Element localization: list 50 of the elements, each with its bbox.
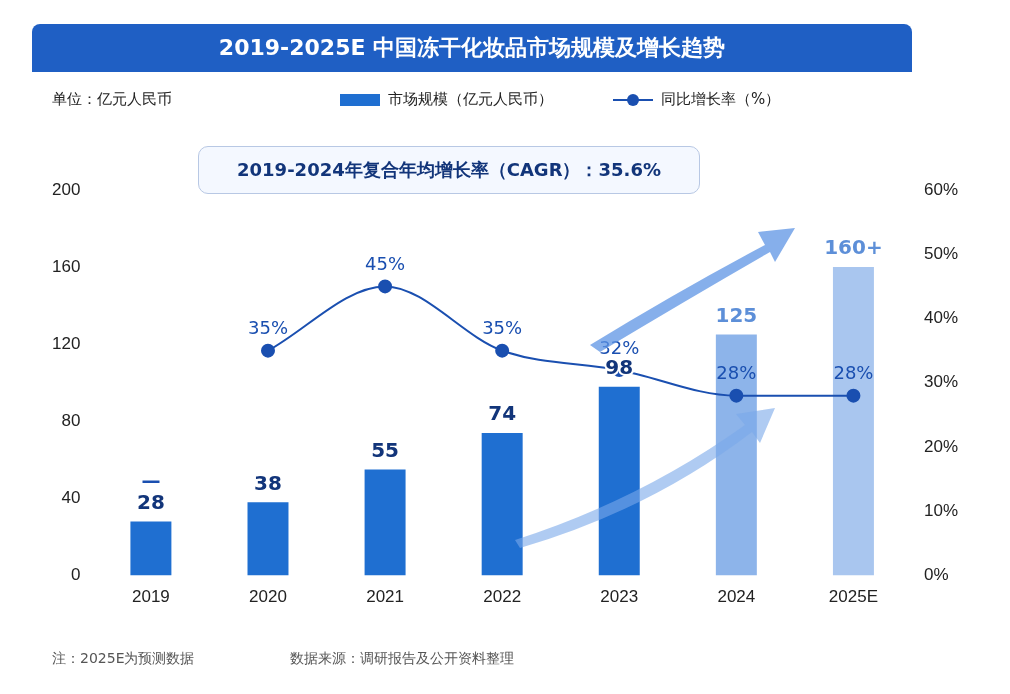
bar	[481, 432, 523, 576]
y-tick-label: 120	[51, 333, 81, 353]
legend-label: 市场规模（亿元人民币）	[388, 90, 553, 109]
text: —	[141, 469, 161, 492]
bar	[598, 386, 640, 576]
y2-tick-label: 10%	[923, 501, 959, 521]
data-label: 35%	[247, 317, 288, 339]
bar	[715, 334, 757, 576]
x-tick-label: 2025E	[828, 587, 879, 607]
x-tick-label: 2022	[483, 587, 522, 607]
y-tick-label: 160	[51, 256, 81, 276]
point	[846, 388, 861, 403]
y-tick-label: 40	[61, 488, 81, 508]
y2-tick-label: 50%	[923, 243, 959, 263]
data-label: 28	[136, 489, 165, 514]
text: 注：2025E为预测数据	[52, 650, 195, 668]
bar	[130, 521, 172, 576]
source-note: 数据来源：调研报告及公开资料整理	[290, 650, 514, 668]
x-tick-label: 2024	[717, 587, 756, 607]
bar	[364, 469, 406, 576]
y-tick-label: 80	[61, 411, 81, 431]
point	[261, 343, 275, 358]
text: 单位：亿元人民币	[52, 90, 172, 109]
data-label: 74	[488, 401, 517, 426]
legend-label: 同比增长率（%）	[661, 90, 781, 109]
point	[378, 279, 393, 294]
y2-tick-label: 30%	[923, 372, 959, 392]
y2-tick-label: 20%	[923, 436, 959, 456]
data-label: 28%	[833, 362, 874, 384]
data-label: 38	[254, 470, 282, 495]
y-tick-label: 200	[51, 179, 81, 199]
x-tick-label: 2020	[249, 587, 287, 607]
bar	[247, 502, 289, 576]
data-label: 125	[715, 302, 758, 327]
point	[495, 343, 510, 358]
y2-tick-label: 0%	[923, 565, 949, 585]
data-label: 55	[371, 437, 399, 462]
y2-tick-label: 40%	[923, 308, 959, 328]
data-label: 28%	[716, 362, 757, 384]
y-tick-label: 0	[70, 565, 81, 585]
x-tick-label: 2019	[131, 587, 170, 607]
bar	[832, 267, 874, 576]
data-label: 35%	[482, 317, 523, 339]
x-tick-label: 2023	[600, 587, 639, 607]
x-tick-label: 2021	[366, 587, 404, 607]
data-label: 45%	[365, 253, 406, 275]
y2-tick-label: 60%	[923, 179, 959, 199]
chart-title: 2019-2025E 中国冻干化妆品市场规模及增长趋势	[32, 24, 912, 72]
point	[729, 388, 744, 403]
data-label: 160+	[824, 235, 883, 260]
